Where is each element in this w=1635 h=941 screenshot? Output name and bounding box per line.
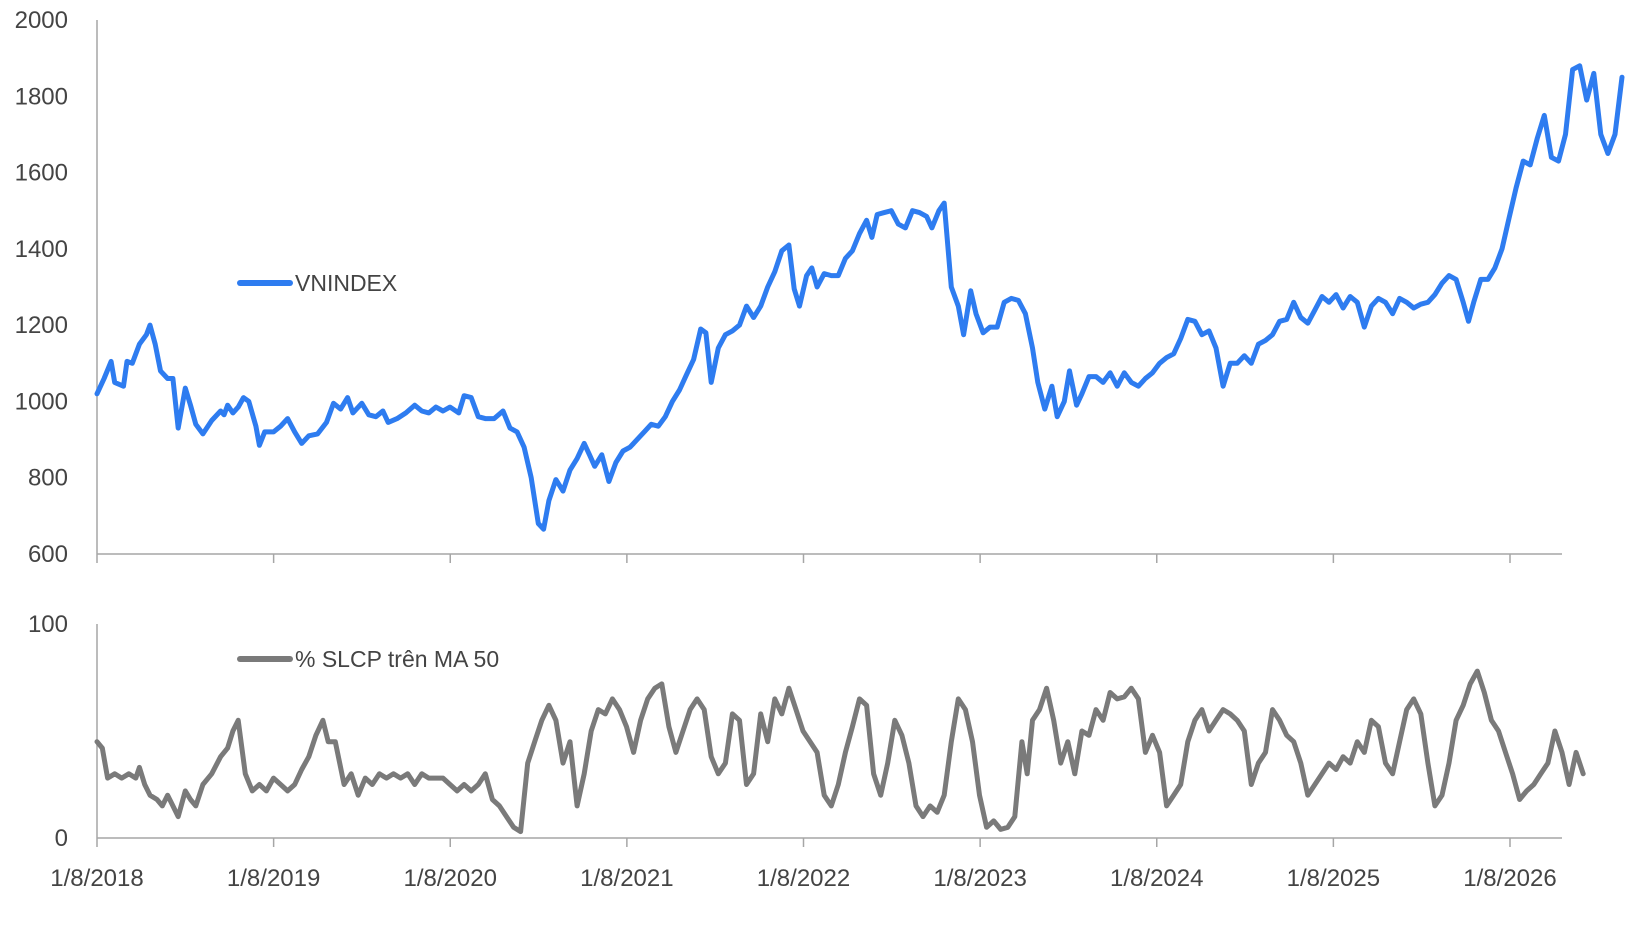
y-tick-label: 800 [28, 465, 68, 492]
y-tick-label: 1200 [15, 312, 68, 339]
x-tick-label: 1/8/2026 [1463, 865, 1556, 892]
series-line-0 [94, 668, 1586, 835]
y-tick-label: 1800 [15, 83, 68, 110]
y-tick-label: 1600 [15, 160, 68, 187]
x-tick-label: 1/8/2024 [1110, 865, 1203, 892]
x-tick-label: 1/8/2023 [933, 865, 1026, 892]
y-tick-label: 600 [28, 541, 68, 568]
y-tick-label: 100 [28, 611, 68, 638]
x-tick-label: 1/8/2022 [757, 865, 850, 892]
x-tick-label: 1/8/2020 [404, 865, 497, 892]
y-tick-label: 1000 [15, 388, 68, 415]
x-tick-label: 1/8/2025 [1287, 865, 1380, 892]
legend-label: VNINDEX [295, 270, 397, 296]
y-tick-label: 1400 [15, 236, 68, 263]
legend-label: % SLCP trên MA 50 [295, 646, 499, 672]
x-tick-label: 1/8/2019 [227, 865, 320, 892]
y-tick-label: 0 [55, 825, 68, 852]
vnindex-panel: 600 800 1000 1200 1400 1600 1800 2000 VNINDEX [15, 7, 1625, 568]
breadth-panel: 0 100 1/8/2018 1/8/2019 1/8/2020 1/8/2021 1/8/… [28, 611, 1586, 892]
x-tick-label: 1/8/2021 [580, 865, 673, 892]
y-tick-label: 2000 [15, 7, 68, 34]
series-line-0 [94, 63, 1625, 532]
x-tick-label: 1/8/2018 [50, 865, 143, 892]
